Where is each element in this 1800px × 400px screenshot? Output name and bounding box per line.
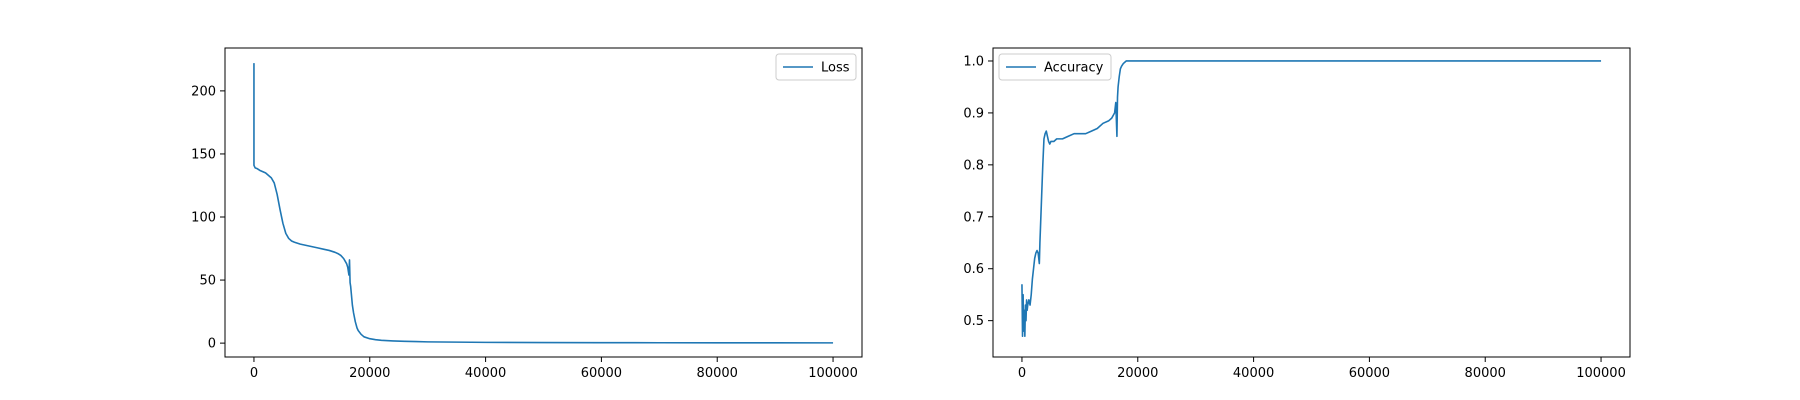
- x-tick-label: 60000: [581, 366, 622, 381]
- x-tick-label: 40000: [1233, 366, 1274, 381]
- y-tick-label: 1.0: [963, 54, 984, 69]
- x-tick-label: 80000: [697, 366, 738, 381]
- x-tick-label: 100000: [1576, 366, 1626, 381]
- legend-box: [775, 53, 857, 81]
- y-tick-label: 0.6: [963, 262, 984, 277]
- plot-area: [993, 48, 1630, 357]
- series-line-accuracy: [1021, 60, 1602, 338]
- y-tick-label: 0.8: [963, 158, 984, 173]
- y-tick-label: 0.7: [963, 210, 984, 225]
- y-tick-label: 200: [191, 84, 216, 99]
- legend-label: Loss: [821, 61, 850, 76]
- legend: Loss: [775, 53, 857, 81]
- y-tick-label: 0.5: [963, 314, 984, 329]
- series-line-loss: [253, 63, 834, 344]
- y-tick-label: 50: [199, 274, 216, 289]
- y-tick-label: 100: [191, 211, 216, 226]
- accuracy-chart: 0 20000 40000 60000 80000 100000 0.5 0.6 0.7 0.8 0…: [963, 47, 1631, 381]
- x-tick-label: 0: [1018, 366, 1026, 381]
- axes-frame: [224, 47, 863, 358]
- x-tick-label: 20000: [349, 366, 390, 381]
- legend: Accuracy: [998, 53, 1112, 81]
- axes-frame: [992, 47, 1631, 358]
- x-tick-label: 100000: [808, 366, 858, 381]
- y-tick-label: 150: [191, 147, 216, 162]
- x-tick-label: 20000: [1117, 366, 1158, 381]
- x-tick-label: 0: [250, 366, 258, 381]
- legend-box: [998, 53, 1112, 81]
- y-tick-label: 0: [208, 337, 216, 352]
- plot-area: [225, 48, 862, 357]
- y-tick-label: 0.9: [963, 106, 984, 121]
- x-tick-label: 40000: [465, 366, 506, 381]
- x-tick-label: 60000: [1349, 366, 1390, 381]
- legend-label: Accuracy: [1044, 61, 1104, 76]
- x-tick-label: 80000: [1465, 366, 1506, 381]
- loss-chart: 0 20000 40000 60000 80000 100000 0 50 100 150 200 L…: [191, 47, 863, 381]
